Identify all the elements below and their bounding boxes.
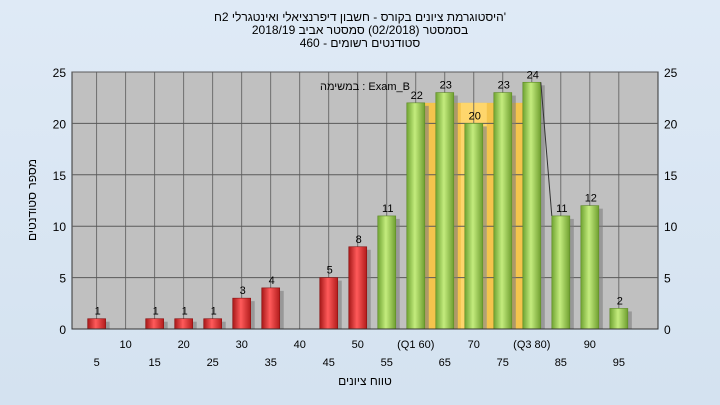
bar-value-label: 24: [527, 69, 539, 81]
bar: [435, 92, 455, 330]
bar-value-label: 12: [585, 193, 597, 205]
bar: [174, 318, 193, 330]
bar-value-label: 1: [211, 306, 217, 318]
x-tick-label: 5: [94, 357, 100, 369]
y-tick-label-left: 5: [59, 272, 66, 286]
bar-value-label: 23: [440, 80, 452, 92]
bar-value-label: 5: [327, 265, 333, 277]
y-tick-label-right: 25: [664, 66, 678, 80]
bar: [319, 277, 339, 330]
x-tick-label: 90: [584, 339, 596, 351]
bar: [232, 297, 252, 330]
bar: [261, 287, 281, 330]
connector-line: [540, 82, 553, 216]
bar: [406, 102, 426, 330]
y-tick-label-left: 15: [53, 169, 67, 183]
x-tick-label: 85: [555, 357, 567, 369]
bar: [609, 308, 629, 330]
annotation-label: במשימה : Exam_B: [320, 81, 410, 93]
y-tick-label-left: 10: [53, 220, 67, 234]
bar: [377, 215, 397, 330]
bar-value-label: 11: [382, 203, 393, 215]
x-tick-label: 95: [613, 357, 625, 369]
y-tick-label-right: 10: [664, 220, 678, 234]
bar-value-label: 3: [240, 285, 246, 297]
bar-value-label: 1: [182, 306, 188, 318]
x-axis-label: טווח ציונים: [338, 374, 392, 388]
bar-value-label: 1: [153, 306, 159, 318]
bar: [87, 318, 106, 330]
bar-value-label: 8: [356, 234, 362, 246]
bar-value-label: 23: [498, 80, 510, 92]
bar-value-label: 22: [411, 90, 423, 102]
bar: [580, 205, 600, 330]
x-tick-label: 15: [149, 357, 161, 369]
x-tick-label: 30: [236, 339, 248, 351]
bar: [348, 246, 368, 330]
x-tick-label: 20: [178, 339, 190, 351]
y-tick-label-left: 0: [59, 323, 66, 337]
bar-value-label: 1: [95, 306, 101, 318]
chart-title: היסטוגרמת ציונים בקורס - חשבון דיפרנציאל…: [213, 10, 507, 24]
x-tick-label: (Q1 60): [397, 339, 434, 351]
x-tick-label: 70: [468, 339, 480, 351]
bar: [493, 92, 513, 330]
bar-value-label: 4: [269, 275, 275, 287]
y-tick-label-right: 0: [664, 323, 671, 337]
y-tick-label-right: 15: [664, 169, 678, 183]
bar: [522, 81, 542, 330]
x-tick-label: 75: [497, 357, 509, 369]
x-tick-label: 25: [207, 357, 219, 369]
x-tick-label: 50: [352, 339, 364, 351]
x-tick-label: 40: [294, 339, 306, 351]
y-tick-label-left: 20: [53, 117, 67, 131]
y-axis-label: מספר סטודנטים: [25, 159, 39, 241]
bar-value-label: 20: [469, 110, 481, 122]
bar: [551, 215, 571, 330]
y-tick-label-right: 20: [664, 117, 678, 131]
x-tick-label: 10: [120, 339, 132, 351]
bar-value-label: 2: [617, 295, 623, 307]
bar-value-label: 11: [556, 203, 567, 215]
chart-subtitle-semester: בסמסטר (02/2018) סמסטר אביב 2018/19: [251, 23, 469, 37]
bar: [203, 318, 222, 330]
y-tick-label-right: 5: [664, 272, 671, 286]
bar: [464, 123, 484, 330]
x-tick-label: 45: [323, 357, 335, 369]
y-tick-label-left: 25: [53, 66, 67, 80]
x-tick-label: (Q3 80): [513, 339, 550, 351]
bar: [145, 318, 164, 330]
x-tick-label: 35: [265, 357, 277, 369]
x-tick-label: 65: [439, 357, 451, 369]
chart-subtitle-students: סטודנטים רשומים - 460: [299, 36, 421, 50]
x-tick-label: 55: [381, 357, 393, 369]
